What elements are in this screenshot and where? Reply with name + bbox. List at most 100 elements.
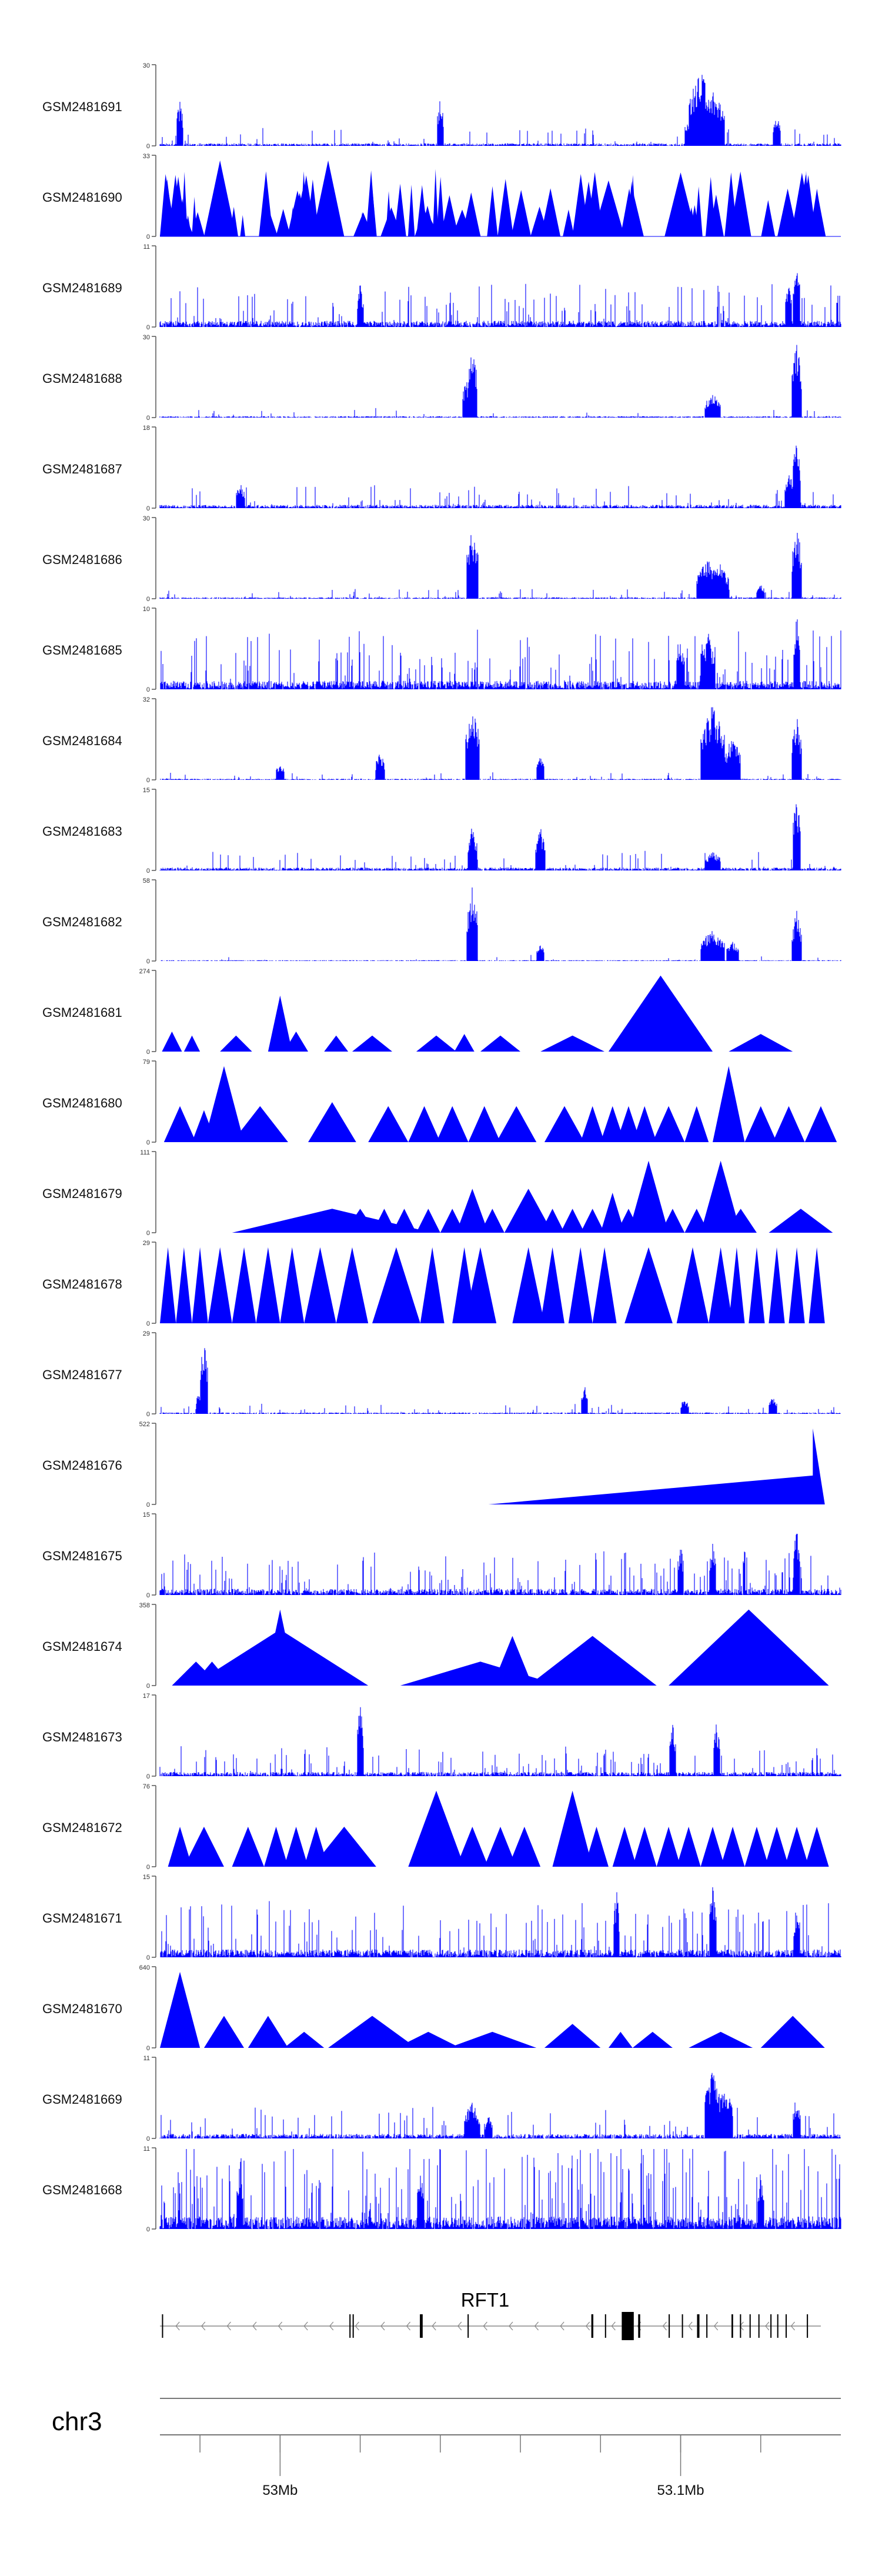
strand-arrow	[329, 2321, 334, 2331]
y-axis-max-label: 18	[143, 425, 150, 432]
signal-area	[159, 804, 841, 870]
y-axis-max-label: 30	[143, 515, 150, 522]
signal-peak	[276, 209, 291, 236]
signal-peak	[652, 1106, 685, 1142]
track-label: GSM2481673	[42, 1730, 122, 1744]
signal-peak	[664, 172, 697, 236]
strand-arrow	[790, 2321, 796, 2331]
track-GSM2481674: GSM2481674 358 0	[42, 1602, 829, 1690]
signal-peak	[432, 169, 439, 236]
signal-area	[159, 2149, 841, 2229]
y-axis-max-label: 11	[143, 243, 150, 251]
signal-peak	[790, 172, 813, 236]
track-GSM2481668: GSM2481668 11 0	[42, 2145, 841, 2233]
signal-peak	[592, 1247, 617, 1323]
gene-name-label: RFT1	[461, 2289, 510, 2311]
gene-track: RFT1	[160, 2289, 821, 2340]
signal-peak	[454, 1034, 475, 1052]
signal-peak	[173, 213, 186, 236]
signal-peak	[764, 1827, 789, 1867]
track-GSM2481672: GSM2481672 76 0	[42, 1783, 829, 1871]
y-axis-max-label: 30	[143, 334, 150, 341]
signal-peak	[163, 1106, 196, 1142]
track-label: GSM2481670	[42, 2001, 122, 2016]
signal-area	[159, 1348, 841, 1414]
signal-peak	[563, 209, 574, 236]
track-GSM2481679: GSM2481679 111 0	[42, 1149, 833, 1237]
signal-peak	[732, 176, 750, 236]
y-axis-zero-label: 0	[146, 143, 150, 150]
signal-peak	[372, 1247, 420, 1323]
signal-peak	[720, 1827, 745, 1867]
signal-peak	[380, 207, 402, 236]
track-GSM2481675: GSM2481675 15 0	[42, 1511, 841, 1599]
signal-peak	[487, 186, 498, 236]
y-axis-max-label: 58	[143, 877, 150, 885]
signal-peak	[416, 1209, 440, 1233]
exon	[162, 2314, 163, 2338]
exon	[706, 2314, 708, 2338]
track-GSM2481684: GSM2481684 32 0	[42, 696, 841, 784]
signal-peak	[289, 206, 297, 236]
track-label: GSM2481669	[42, 2092, 122, 2107]
signal-peak	[544, 1106, 585, 1142]
signal-peak	[408, 1790, 465, 1867]
y-axis-max-label: 33	[143, 153, 150, 160]
strand-arrow	[509, 2321, 513, 2331]
signal-wedge	[488, 1428, 825, 1504]
strand-arrow	[432, 2321, 436, 2331]
signal-peak	[392, 1209, 416, 1233]
signal-peak	[240, 215, 246, 236]
track-GSM2481677: GSM2481677 29 0	[42, 1330, 841, 1418]
signal-peak	[468, 1106, 500, 1142]
signal-peak	[705, 176, 716, 236]
signal-peak	[512, 1247, 544, 1323]
strand-arrow	[560, 2321, 564, 2331]
y-axis-max-label: 29	[143, 1240, 150, 1247]
signal-peak	[773, 1106, 805, 1142]
signal-peak	[248, 2016, 288, 2048]
track-label: GSM2481679	[42, 1186, 122, 1201]
signal-peak	[749, 1247, 765, 1323]
signal-peak	[616, 1106, 641, 1142]
signal-peak	[420, 1247, 445, 1323]
signal-peak	[232, 1106, 288, 1142]
y-axis-max-label: 274	[139, 968, 150, 975]
signal-peak	[436, 1106, 469, 1142]
y-axis-zero-label: 0	[146, 777, 150, 784]
signal-peak	[462, 192, 481, 236]
exon	[740, 2314, 741, 2338]
signal-peak	[744, 1106, 777, 1142]
strand-arrow	[406, 2321, 411, 2331]
strand-arrow	[662, 2321, 667, 2331]
genomic-x-axis: 53Mb 53.1Mb	[160, 2434, 841, 2498]
track-label: GSM2481668	[42, 2183, 122, 2197]
chromosome-track: chr3	[52, 2398, 841, 2436]
signal-peak	[724, 1209, 757, 1233]
signal-peak	[580, 181, 597, 236]
signal-peak	[632, 1106, 657, 1142]
signal-peak	[232, 1827, 265, 1867]
signal-peak	[632, 2031, 673, 2048]
signal-area	[160, 1887, 841, 1957]
signal-peak	[540, 188, 561, 236]
signal-peak	[160, 1971, 201, 2048]
y-axis-max-label: 358	[139, 1602, 150, 1609]
y-axis-zero-label: 0	[146, 1683, 150, 1690]
exon	[697, 2314, 700, 2338]
strand-arrow	[483, 2321, 487, 2331]
signal-peak	[284, 1827, 309, 1867]
signal-peak	[440, 195, 459, 236]
signal-peak	[448, 2031, 537, 2048]
signal-peak	[624, 1247, 673, 1323]
strand-arrow	[457, 2321, 462, 2331]
track-label: GSM2481683	[42, 824, 122, 839]
track-label: GSM2481691	[42, 99, 122, 114]
signal-tracks: GSM2481691300GSM2481690330GSM2481689110G…	[42, 62, 841, 2233]
y-axis-zero-label: 0	[146, 1049, 150, 1056]
signal-peak	[183, 1035, 201, 1052]
signal-peak	[396, 2031, 460, 2048]
signal-peak	[628, 1160, 669, 1233]
signal-peak	[530, 206, 549, 236]
signal-peak	[203, 2016, 245, 2048]
